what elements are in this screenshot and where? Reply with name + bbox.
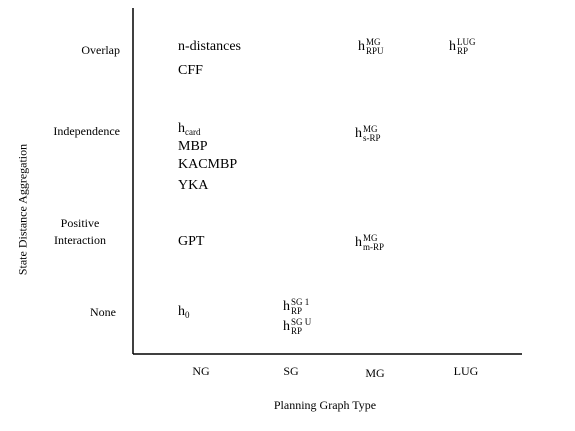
y-axis-title: State Distance Aggregation [15, 143, 30, 276]
cell-positive-mg: h MG m-RP [355, 233, 385, 252]
row-label-overlap: Overlap [81, 43, 120, 57]
cell-none-sg-2: h SG U RP [283, 317, 312, 336]
cell-overlap-ng-item-1: n-distances [178, 39, 241, 54]
cell-independence-mg: h MG s-RP [355, 124, 381, 143]
cell-none-sg-1: h SG 1 RP [283, 297, 310, 316]
row-label-none: None [90, 305, 116, 319]
cell-independence-ng-hcard: hcard [178, 121, 201, 137]
cell-overlap-lug: h LUG RP [449, 37, 476, 56]
row-label-independence: Independence [53, 124, 120, 138]
x-axis-title: Planning Graph Type [273, 398, 377, 412]
row-label-positive-interaction: Positive Interaction [54, 216, 106, 247]
cell-overlap-ng-item-2: CFF [178, 63, 203, 78]
col-label-sg: SG [283, 364, 299, 378]
cell-positive-ng: GPT [178, 234, 205, 249]
cell-overlap-mg: h MG RPU [358, 37, 384, 56]
cell-independence-ng-item-3: YKA [178, 178, 209, 193]
cell-independence-ng-item-2: KACMBP [178, 157, 238, 172]
col-label-mg: MG [365, 366, 385, 380]
col-label-lug: LUG [453, 364, 479, 378]
cell-none-ng: h0 [178, 304, 190, 320]
cell-independence-ng-item-1: MBP [178, 139, 208, 154]
col-label-ng: NG [192, 364, 210, 378]
